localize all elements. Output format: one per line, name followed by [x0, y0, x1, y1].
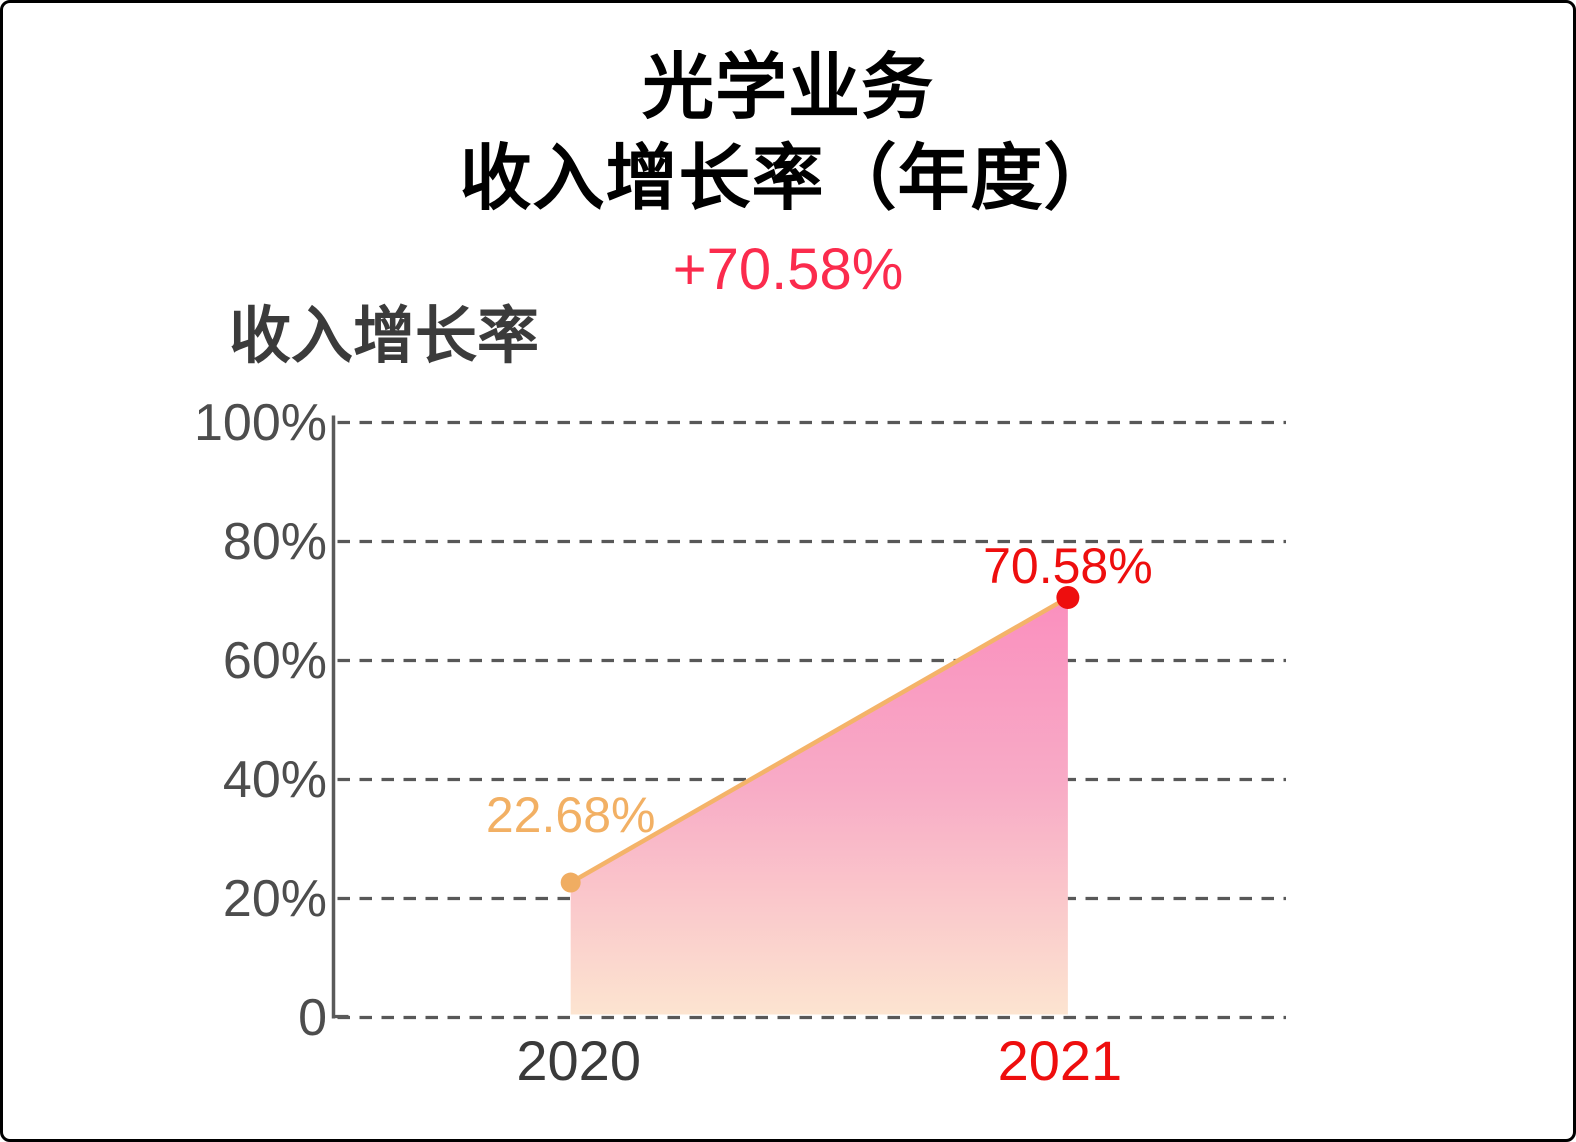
area-fill	[570, 597, 1068, 1015]
trend-line	[568, 595, 1071, 885]
headline-change-value: +70.58%	[672, 237, 904, 302]
title-line-1: 光学业务	[641, 48, 934, 128]
title-line-2: 收入增长率（年度）	[459, 139, 1117, 219]
chart-panel-title: 收入增长率	[229, 302, 540, 371]
growth-area-chart	[331, 415, 1286, 1020]
title-block: 光学业务 收入增长率（年度） +70.58%	[3, 43, 1573, 299]
data-point-2021	[1056, 586, 1080, 610]
data-point-2020	[560, 872, 581, 893]
card-title: 光学业务 收入增长率（年度）	[3, 43, 1573, 225]
